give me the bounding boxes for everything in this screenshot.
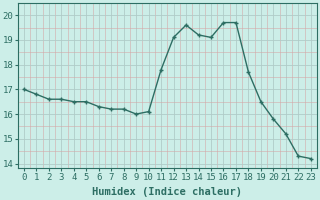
X-axis label: Humidex (Indice chaleur): Humidex (Indice chaleur) [92,187,242,197]
